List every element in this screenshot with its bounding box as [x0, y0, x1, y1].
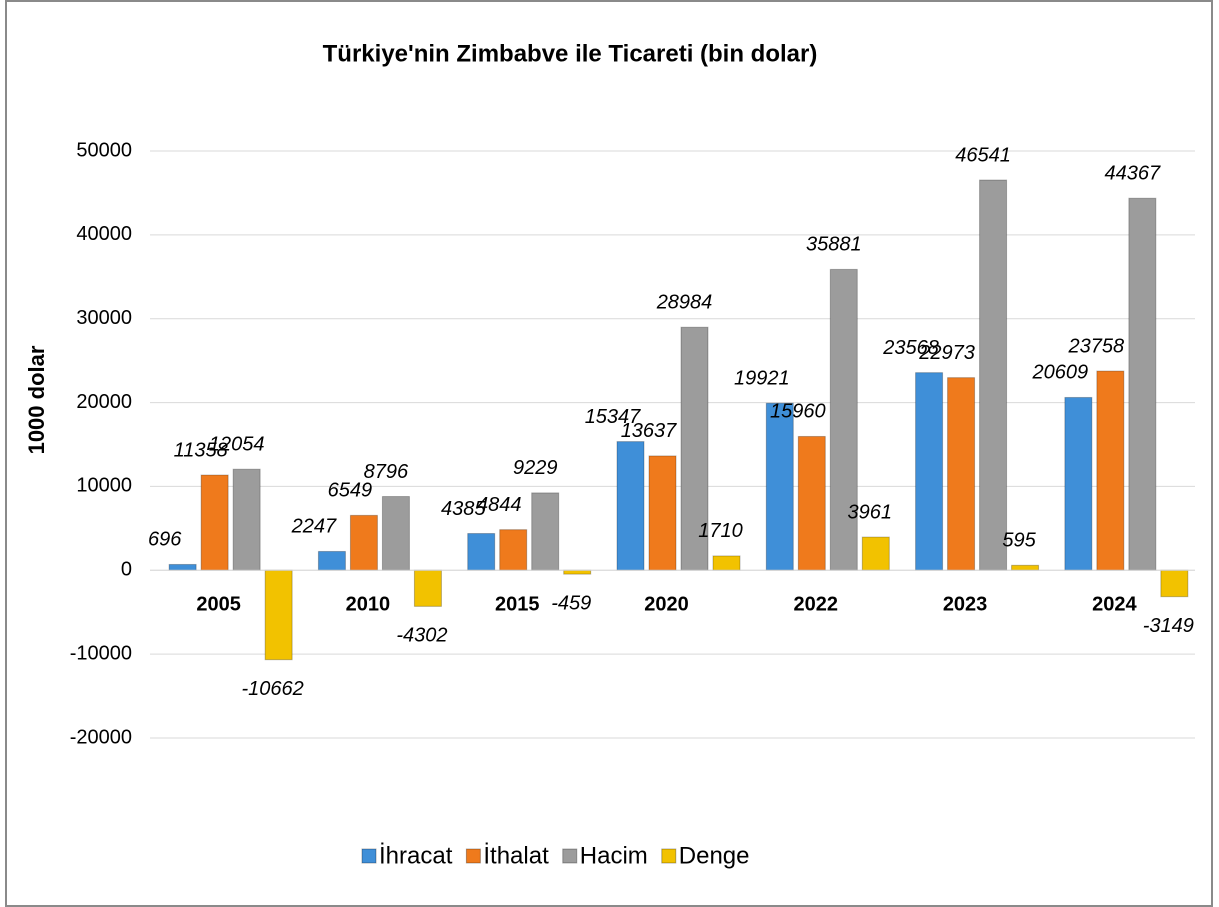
data-label: 19921: [734, 368, 790, 390]
bar: [1064, 396, 1093, 571]
bar: [765, 402, 794, 571]
x-tick-label: 2024: [1092, 593, 1137, 615]
x-tick-label: 2022: [794, 593, 839, 615]
bar: [616, 441, 645, 571]
data-label: 15347: [585, 406, 641, 428]
x-tick-label: 2020: [644, 593, 689, 615]
bar: [349, 514, 378, 571]
data-label: 8796: [364, 461, 409, 483]
bar: [648, 455, 677, 571]
data-label: 4844: [477, 494, 522, 516]
data-label: -459: [551, 592, 591, 614]
data-label: 20609: [1032, 362, 1089, 384]
legend-swatch: [465, 848, 481, 864]
data-label: 13637: [621, 420, 677, 442]
bar: [712, 555, 741, 571]
chart-border: [5, 0, 1213, 907]
data-label: -4302: [396, 625, 447, 647]
data-label: 696: [148, 529, 182, 551]
data-label: -10662: [242, 678, 304, 700]
data-label: 22973: [918, 342, 975, 364]
legend-swatch: [562, 848, 578, 864]
data-label: 595: [1002, 530, 1036, 552]
bar: [200, 474, 229, 571]
bar: [467, 533, 496, 571]
data-label: 11358: [174, 439, 228, 461]
y-tick-label: 20000: [76, 391, 132, 413]
x-tick-label: 2005: [196, 593, 241, 615]
y-tick-label: 40000: [76, 223, 132, 245]
data-label: 4385: [441, 498, 486, 520]
data-label: 9229: [513, 457, 558, 479]
data-label: 2247: [291, 516, 337, 538]
bar: [979, 179, 1008, 571]
bar: [861, 536, 890, 571]
bar: [168, 563, 197, 571]
bar: [563, 569, 592, 575]
bar: [915, 372, 944, 571]
x-tick-label: 2015: [495, 593, 540, 615]
bar: [1011, 564, 1040, 571]
bar: [1128, 197, 1157, 571]
data-label: 28984: [656, 292, 713, 314]
data-label: 3961: [848, 501, 893, 523]
legend-swatch: [661, 848, 677, 864]
y-tick-label: -20000: [70, 726, 132, 748]
bar: [797, 435, 826, 571]
x-tick-label: 2023: [943, 593, 988, 615]
bar: [1160, 569, 1189, 598]
data-label: 44367: [1105, 163, 1161, 185]
y-tick-label: 50000: [76, 139, 132, 161]
bar: [232, 468, 261, 571]
y-tick-label: 0: [121, 559, 132, 581]
data-label: 35881: [806, 234, 862, 256]
legend-label: İhracat: [379, 842, 453, 869]
data-label: -3149: [1143, 615, 1194, 637]
y-tick-label: -10000: [70, 642, 132, 664]
data-label: 46541: [955, 144, 1011, 166]
data-label: 12054: [209, 433, 265, 455]
data-label: 15960: [770, 401, 826, 423]
y-axis-label: 1000 dolar: [24, 345, 49, 454]
data-label: 6549: [328, 480, 373, 502]
y-tick-label: 10000: [76, 475, 132, 497]
bar: [1096, 370, 1125, 571]
legend-swatch: [361, 848, 377, 864]
bar: [531, 492, 560, 571]
legend-label: Denge: [679, 842, 750, 869]
y-tick-label: 30000: [76, 307, 132, 329]
bar: [264, 569, 293, 661]
bar: [317, 550, 346, 571]
bar: [499, 529, 528, 571]
bar: [829, 268, 858, 571]
chart-title: Türkiye'nin Zimbabve ile Ticareti (bin d…: [323, 40, 818, 67]
data-label: 23568: [882, 337, 939, 359]
bar: [413, 569, 442, 607]
data-label: 23758: [1068, 335, 1125, 357]
bar: [381, 496, 410, 571]
bar: [947, 377, 976, 571]
legend-label: Hacim: [580, 842, 648, 869]
x-tick-label: 2010: [346, 593, 391, 615]
legend-label: İthalat: [483, 842, 549, 869]
data-label: 1710: [698, 520, 743, 542]
